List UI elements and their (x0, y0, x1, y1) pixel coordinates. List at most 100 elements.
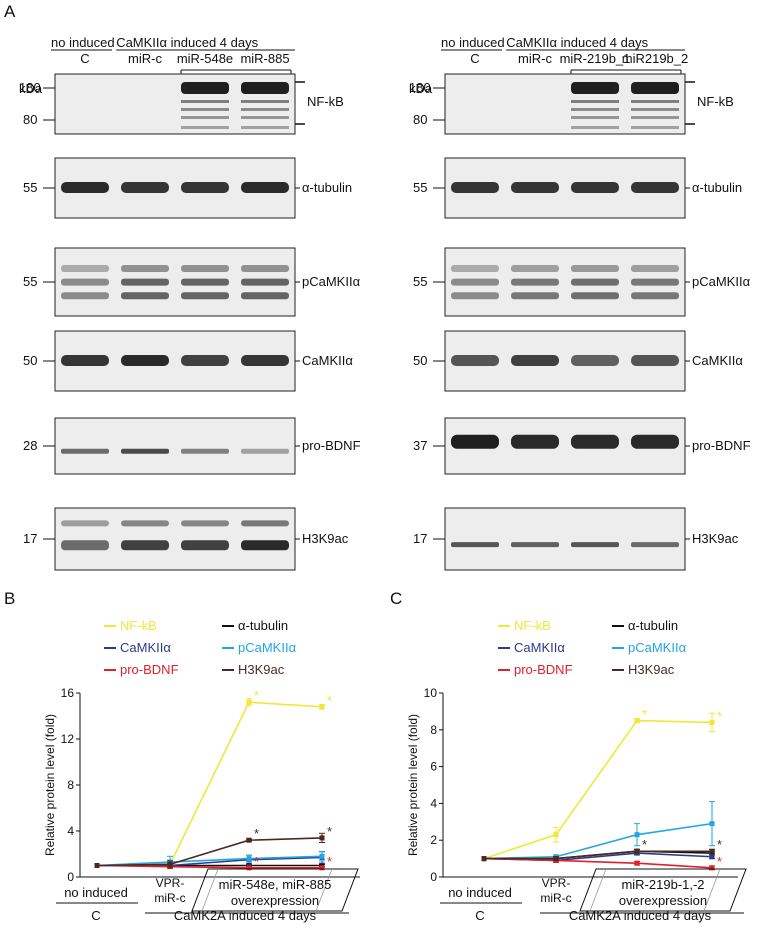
kda-marker: 80 (23, 112, 37, 127)
band (511, 542, 559, 548)
kda-marker: 180 (19, 80, 41, 95)
significance-star: * (327, 854, 332, 869)
y-tick-label: 0 (67, 870, 74, 884)
data-point (246, 865, 252, 871)
x-group-control-sub: C (91, 908, 100, 923)
y-tick-label: 10 (424, 686, 438, 700)
data-point (709, 719, 715, 725)
kda-marker: 17 (23, 531, 37, 546)
band (631, 108, 679, 111)
band (61, 182, 109, 193)
lane-label: miR-548e (177, 51, 233, 66)
band (511, 434, 559, 449)
y-tick-label: 16 (61, 686, 75, 700)
band (631, 126, 679, 129)
band (181, 100, 229, 103)
band (181, 520, 229, 527)
legend-label: H3K9ac (628, 662, 675, 677)
band (631, 182, 679, 193)
data-point (553, 856, 559, 862)
band (61, 292, 109, 300)
lane-label: miR-885 (240, 51, 289, 66)
band (571, 100, 619, 103)
protein-label: CaMKIIα (302, 353, 353, 368)
legend-label: CaMKIIα (514, 640, 565, 655)
significance-star: * (254, 854, 259, 869)
group-box (579, 868, 747, 912)
series-line (483, 719, 713, 860)
x-group-control: no induced (448, 885, 512, 900)
kda-marker: 55 (23, 274, 37, 289)
group-divider (589, 868, 607, 912)
band (241, 540, 289, 551)
significance-star: * (254, 688, 259, 703)
band (181, 108, 229, 111)
series-line (96, 837, 323, 867)
data-point (319, 835, 325, 841)
band (451, 292, 499, 300)
x-group-bottom: CaMK2A induced 4 days (569, 908, 712, 923)
band (511, 355, 559, 366)
panel-label-b: B (4, 589, 15, 608)
protein-label: pro-BDNF (302, 438, 361, 453)
band (61, 520, 109, 527)
data-point (246, 837, 252, 843)
legend-label: NF-kB (514, 618, 551, 633)
band (181, 540, 229, 551)
band (571, 116, 619, 119)
band (571, 126, 619, 129)
blot-header-induced: CaMKIIα induced 4 days (116, 35, 258, 50)
protein-label: H3K9ac (302, 531, 349, 546)
protein-label: CaMKIIα (692, 353, 743, 368)
lane-label: miR-c (518, 51, 552, 66)
protein-label: NF-kB (697, 94, 734, 109)
data-point (709, 821, 715, 827)
band (181, 126, 229, 129)
lane-label: C (80, 51, 89, 66)
panel-label-a: A (4, 2, 16, 21)
legend-label: α-tubulin (628, 618, 678, 633)
significance-star: * (717, 837, 722, 852)
legend-label: α-tubulin (238, 618, 288, 633)
data-point (319, 704, 325, 710)
band (181, 82, 229, 94)
x-group-vpr: VPR- (156, 876, 185, 890)
protein-label: pCaMKIIα (692, 274, 751, 289)
blot-membrane (54, 417, 296, 475)
band (181, 355, 229, 366)
x-group-mir: miR-219b-1,-2 (621, 877, 704, 892)
x-group-bottom: CaMK2A induced 4 days (174, 908, 317, 923)
x-group-mir: overexpression (619, 893, 707, 908)
significance-star: * (717, 854, 722, 869)
lane-label: miR219b_2 (622, 51, 689, 66)
band (61, 540, 109, 551)
y-tick-label: 12 (61, 732, 75, 746)
series-line (96, 855, 323, 867)
lane-label: miR-c (128, 51, 162, 66)
band (241, 82, 289, 94)
data-point (553, 832, 559, 838)
band (241, 126, 289, 129)
x-group-control-sub: C (475, 908, 484, 923)
legend-label: pCaMKIIα (628, 640, 687, 655)
band (631, 434, 679, 449)
y-tick-label: 0 (430, 870, 437, 884)
band (511, 292, 559, 300)
band (61, 265, 109, 272)
band (631, 265, 679, 272)
band (121, 448, 169, 454)
protein-label: pro-BDNF (692, 438, 751, 453)
x-group-control: no induced (64, 885, 128, 900)
band (571, 292, 619, 300)
data-point (709, 854, 715, 860)
significance-star: * (642, 707, 647, 722)
band (241, 100, 289, 103)
y-tick-label: 8 (67, 778, 74, 792)
band (121, 265, 169, 272)
group-divider (315, 868, 333, 912)
band (121, 278, 169, 286)
kda-marker: 55 (413, 274, 427, 289)
band (121, 520, 169, 527)
band (121, 355, 169, 366)
band (631, 542, 679, 548)
